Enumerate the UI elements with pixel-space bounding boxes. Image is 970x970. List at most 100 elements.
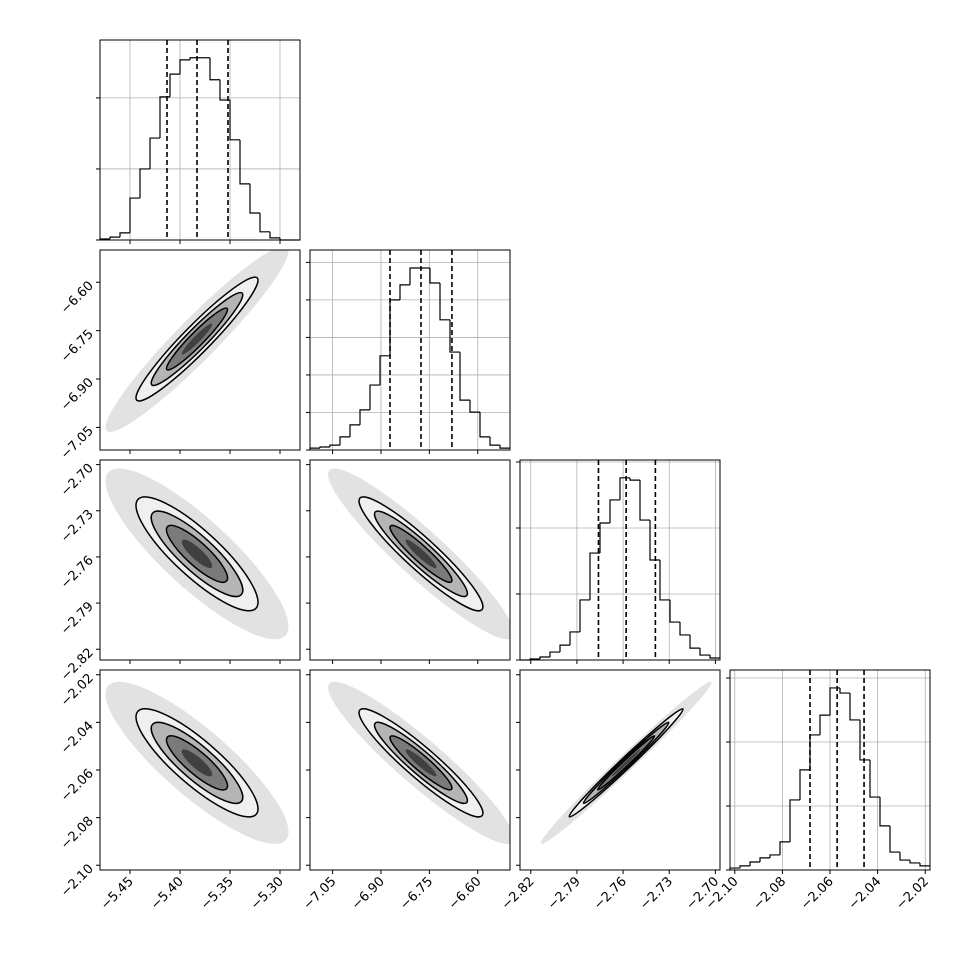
- histogram-step: [609, 499, 620, 524]
- histogram-step: [449, 319, 460, 353]
- y-tick-label: −2.04: [58, 719, 97, 758]
- y-tick-label: −2.10: [58, 861, 97, 900]
- histogram-step: [579, 599, 590, 632]
- histogram-step: [859, 719, 870, 761]
- histogram-step: [769, 854, 780, 858]
- x-tick-label: −2.79: [545, 874, 584, 913]
- histogram-step: [699, 648, 710, 656]
- histogram-step: [809, 734, 820, 770]
- plot-area: [105, 681, 289, 844]
- histogram-step: [659, 560, 670, 601]
- histogram-step: [879, 797, 890, 827]
- histogram-step: [919, 862, 930, 867]
- panel-frame: [729, 669, 931, 871]
- histogram-step: [349, 424, 360, 437]
- y-tick-label: −6.60: [58, 278, 97, 317]
- histogram-step: [259, 213, 270, 233]
- histogram-step: [329, 444, 340, 447]
- contour: [181, 749, 213, 777]
- histogram-step: [389, 299, 400, 356]
- histogram-step: [829, 687, 840, 716]
- plot-area: [105, 468, 289, 640]
- contour: [181, 323, 213, 355]
- histogram-step: [539, 656, 550, 660]
- y-tick-label: −2.73: [58, 507, 97, 546]
- histogram-step: [549, 651, 560, 658]
- x-tick-label: −2.73: [637, 874, 676, 913]
- panel-frame: [309, 669, 511, 871]
- density-panel: [306, 459, 511, 664]
- contour: [405, 539, 437, 569]
- histogram-step: [479, 412, 490, 438]
- histogram-step: [489, 436, 500, 446]
- panel-frame: [99, 249, 301, 451]
- x-tick-label: −2.06: [798, 874, 837, 913]
- panel-frame: [309, 459, 511, 661]
- x-tick-label: −2.76: [591, 874, 630, 913]
- histogram-step: [429, 268, 440, 284]
- x-tick-label: −6.75: [397, 874, 436, 913]
- panel-frame: [309, 249, 511, 451]
- x-tick-label: −7.05: [301, 874, 340, 913]
- panel-frame: [519, 459, 721, 661]
- histogram-step: [839, 687, 850, 694]
- histogram-step: [629, 477, 640, 481]
- x-tick-label: −2.08: [750, 874, 789, 913]
- panel-frame: [99, 39, 301, 241]
- x-tick-label: −2.02: [893, 874, 932, 913]
- histogram-panel: [306, 249, 511, 454]
- y-tick-label: −2.08: [58, 814, 97, 853]
- histogram-step: [869, 759, 880, 798]
- y-tick-label: −6.75: [58, 327, 97, 366]
- x-tick-label: −6.90: [349, 874, 388, 913]
- histogram-step: [569, 631, 580, 646]
- plot-area: [328, 681, 510, 844]
- histogram-step: [169, 73, 180, 97]
- histogram-step: [689, 634, 700, 649]
- y-tick-label: −2.76: [58, 553, 97, 592]
- histogram-step: [129, 197, 140, 233]
- histogram-step: [889, 825, 900, 853]
- histogram-step: [189, 57, 200, 60]
- histogram-step: [269, 231, 280, 239]
- histogram-step: [679, 622, 690, 636]
- histogram-step: [639, 480, 650, 521]
- histogram-step: [359, 409, 370, 425]
- histogram-step: [779, 841, 790, 855]
- histogram-step: [319, 446, 330, 449]
- y-tick-label: −2.70: [58, 461, 97, 500]
- histogram-step: [669, 599, 680, 623]
- histogram-step: [139, 168, 150, 199]
- histogram-step: [409, 267, 420, 285]
- histogram-step: [709, 655, 720, 659]
- x-tick-label: −2.04: [846, 874, 885, 913]
- y-tick-label: −6.90: [58, 375, 97, 414]
- histogram-step: [619, 477, 630, 500]
- histogram-step: [379, 355, 390, 386]
- histogram-step: [239, 139, 250, 185]
- contour: [181, 539, 213, 569]
- histogram-step: [149, 137, 160, 169]
- histogram-step: [649, 520, 660, 561]
- x-tick-label: −5.40: [148, 874, 187, 913]
- histogram-step: [229, 100, 240, 141]
- histogram-step: [439, 283, 450, 321]
- histogram-step: [819, 714, 830, 735]
- histogram-step: [759, 857, 770, 862]
- x-tick-label: −2.82: [499, 874, 538, 913]
- x-tick-label: −6.60: [446, 874, 485, 913]
- density-panel: −7.05−6.90−6.75 −6.60: [301, 669, 511, 913]
- histogram-step: [499, 445, 510, 449]
- y-tick-label: −7.05: [58, 424, 97, 463]
- histogram-step: [369, 384, 380, 410]
- contour: [405, 749, 437, 777]
- histogram-step: [559, 644, 570, 653]
- panel-frame: [519, 669, 721, 871]
- histogram-step: [459, 352, 470, 401]
- panel-frame: [99, 669, 301, 871]
- histogram-step: [219, 79, 230, 101]
- histogram-step: [119, 232, 130, 238]
- contour: [611, 749, 641, 777]
- histogram-step: [749, 861, 760, 866]
- x-tick-label: −5.45: [98, 874, 137, 913]
